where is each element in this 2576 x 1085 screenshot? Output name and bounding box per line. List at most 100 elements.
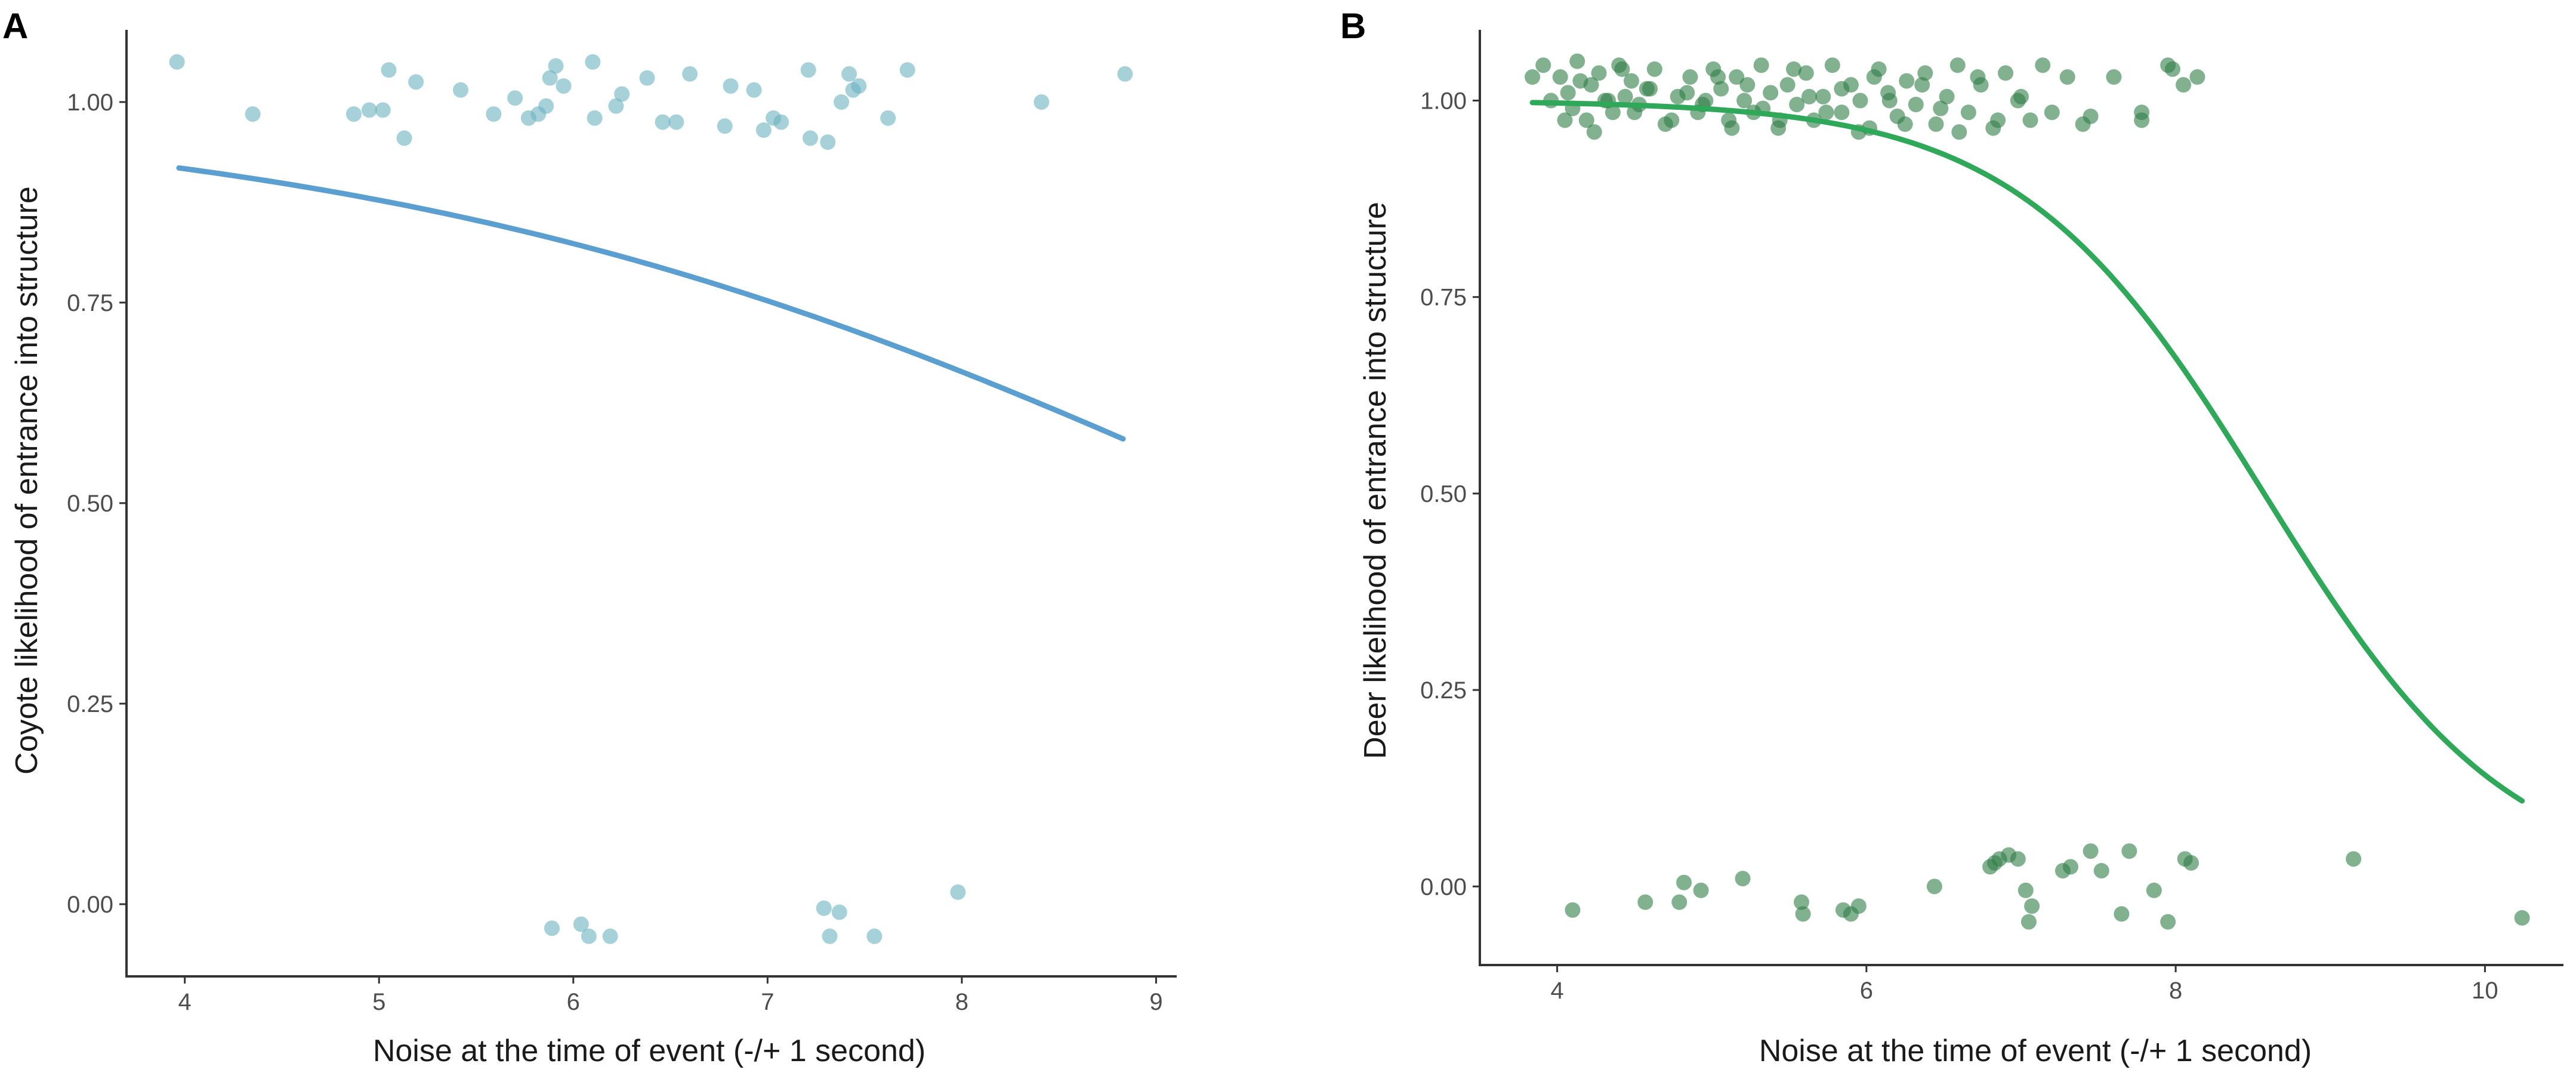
panel-b-data-point xyxy=(2035,57,2051,73)
panel-a-points xyxy=(169,54,1133,944)
panel-b-data-point xyxy=(2121,843,2137,859)
panel-a-data-point xyxy=(682,66,698,82)
panel-a-data-point xyxy=(1034,94,1050,110)
panel-b-data-point xyxy=(1693,882,1709,898)
panel-a-data-point xyxy=(1117,66,1133,82)
panel-b-data-point xyxy=(2164,61,2180,77)
panel-a-data-point xyxy=(408,74,424,90)
panel-b-y-tick-label: 0.25 xyxy=(1420,677,1467,704)
panel-b-data-point xyxy=(1642,81,1658,97)
panel-a-data-point xyxy=(880,110,896,126)
panel-b-data-point xyxy=(2010,851,2026,867)
panel-a-data-point xyxy=(585,54,601,70)
panel-a-data-point xyxy=(556,78,572,94)
panel-a-y-tick-label: 0.50 xyxy=(67,491,113,517)
panel-b-data-point xyxy=(1637,894,1653,910)
panel-a-data-point xyxy=(602,928,618,944)
panel-b-y-ticks: 0.00 0.25 0.50 0.75 1.00 xyxy=(1420,88,1480,900)
panel-b-data-point xyxy=(1671,894,1687,910)
panel-b-data-point xyxy=(1928,116,1944,132)
panel-b-data-point xyxy=(1990,112,2006,128)
panel-b-data-point xyxy=(1818,104,1834,121)
panel-a-data-point xyxy=(544,920,560,936)
panel-b-data-point xyxy=(1824,57,1840,73)
panel-a-data-point xyxy=(639,70,655,86)
panel-b-data-point xyxy=(2106,69,2122,85)
panel-b-data-point xyxy=(1614,61,1630,77)
panel-b-data-point xyxy=(1834,104,1850,121)
panel-b-data-point xyxy=(1605,104,1621,121)
panel-b-data-point xyxy=(1578,112,1594,128)
panel-b-data-point xyxy=(2146,882,2162,898)
panel-a-data-point xyxy=(802,130,818,146)
panel-a-y-tick-label: 1.00 xyxy=(67,90,113,116)
panel-b-data-point xyxy=(2346,851,2362,867)
panel-a-x-tick-label: 5 xyxy=(372,989,385,1015)
panel-b-data-point xyxy=(1899,73,1915,89)
panel-b-data-point xyxy=(1763,85,1779,101)
panel-label-b: B xyxy=(1340,6,1366,46)
panel-b-data-point xyxy=(2024,898,2040,914)
panel-b-x-tick-label: 10 xyxy=(2472,978,2498,1004)
panel-a-data-point xyxy=(608,98,624,114)
panel-a-x-tick-label: 7 xyxy=(761,989,774,1015)
panel-b: B Deer likelihood of entrance into struc… xyxy=(1340,6,2563,1068)
panel-a-data-point xyxy=(668,114,684,130)
panel-b-data-point xyxy=(2093,862,2109,879)
panel-b-data-point xyxy=(1617,88,1633,104)
panel-a-data-point xyxy=(614,86,630,102)
panel-b-data-point xyxy=(1557,112,1573,128)
panel-a-data-point xyxy=(507,90,523,106)
panel-a-x-tick-label: 9 xyxy=(1149,989,1162,1015)
panel-b-x-ticks: 4 6 8 10 xyxy=(1550,965,2498,1004)
panel-b-data-point xyxy=(1729,69,1745,85)
panel-a-data-point xyxy=(950,884,966,900)
panel-b-data-point xyxy=(2514,910,2530,926)
panel-b-fit-line xyxy=(1529,100,2525,804)
panel-b-data-point xyxy=(2062,859,2078,875)
panel-b-x-tick-label: 8 xyxy=(2169,978,2182,1004)
panel-b-y-tick-label: 0.00 xyxy=(1420,874,1467,900)
panel-a-data-point xyxy=(841,66,857,82)
panel-a-data-point xyxy=(746,82,762,98)
panel-a-data-point xyxy=(375,102,391,118)
panel-a-data-point xyxy=(169,54,185,70)
panel-a-data-point xyxy=(548,58,564,74)
panel-b-data-point xyxy=(1525,69,1541,85)
panel-b-data-point xyxy=(1850,898,1867,914)
panel-b-data-point xyxy=(2013,88,2029,104)
panel-a-data-point xyxy=(345,106,362,122)
panel-a-y-tick-label: 0.75 xyxy=(67,290,113,316)
panel-b-data-point xyxy=(1627,104,1643,121)
panel-a-data-point xyxy=(381,62,397,78)
panel-b-data-point xyxy=(1998,65,2014,81)
panel-a-data-point xyxy=(834,94,850,110)
panel-a-data-point xyxy=(820,134,836,150)
panel-a-data-point xyxy=(816,900,832,916)
panel-b-data-point xyxy=(1970,69,1986,85)
panel-b-data-point xyxy=(1735,871,1751,887)
panel-a-data-point xyxy=(655,114,671,130)
panel-b-data-point xyxy=(1572,73,1588,89)
panel-b-x-axis-title: Noise at the time of event (-/+ 1 second… xyxy=(1759,1034,2312,1068)
panel-a-data-point xyxy=(851,78,867,94)
panel-a-data-point xyxy=(486,106,502,122)
panel-b-data-point xyxy=(1676,874,1692,890)
panel-b-data-point xyxy=(1535,57,1551,73)
panel-b-points xyxy=(1525,53,2530,930)
panel-b-data-point xyxy=(2114,906,2130,922)
panel-a-data-point xyxy=(800,62,816,78)
panel-a-data-point xyxy=(717,118,733,134)
panel-b-data-point xyxy=(2059,69,2075,85)
panel-a-data-point xyxy=(361,102,377,118)
panel-b-data-point xyxy=(1951,124,1967,140)
panel-b-data-point xyxy=(1736,93,1753,109)
panel-a-data-point xyxy=(573,916,589,932)
panel-b-data-point xyxy=(1739,77,1756,93)
panel-b-data-point xyxy=(1713,81,1729,97)
panel-a-data-point xyxy=(866,928,883,944)
panel-a-y-ticks: 0.00 0.25 0.50 0.75 1.00 xyxy=(67,90,127,918)
panel-b-data-point xyxy=(1798,65,1814,81)
panel-b-data-point xyxy=(1897,116,1913,132)
